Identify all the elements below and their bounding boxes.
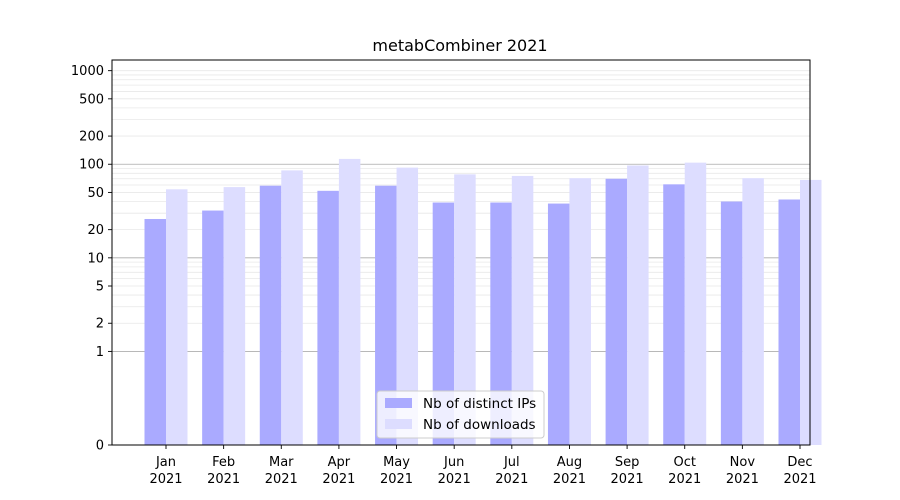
bar-downloads bbox=[454, 174, 476, 445]
legend-label-downloads: Nb of downloads bbox=[423, 417, 536, 433]
x-tick-label: Mar 2021 bbox=[265, 455, 298, 487]
bar-downloads bbox=[338, 158, 361, 446]
legend-label-ips: Nb of distinct IPs bbox=[423, 396, 536, 412]
bar-distinct-ips bbox=[317, 190, 339, 445]
y-tick-label: 1000 bbox=[71, 64, 104, 79]
y-tick-label: 100 bbox=[79, 158, 104, 173]
bar-distinct-ips bbox=[663, 184, 685, 445]
x-tick-label: Jan 2021 bbox=[149, 455, 182, 487]
bar-downloads bbox=[569, 178, 591, 445]
y-tick-label: 5 bbox=[96, 280, 104, 295]
y-axis: 0 1 2 5 10 20 50 100 200 500 1000 bbox=[71, 64, 112, 454]
legend-box bbox=[376, 390, 545, 439]
plot-frame bbox=[111, 59, 811, 446]
x-tick-label: Oct 2021 bbox=[668, 455, 701, 487]
x-tick-label: Dec 2021 bbox=[783, 455, 816, 487]
x-tick-label: Sep 2021 bbox=[611, 455, 644, 487]
bars-layer bbox=[144, 158, 822, 446]
y-tick-label: 2 bbox=[96, 317, 104, 332]
y-tick-label: 20 bbox=[87, 223, 104, 238]
bar-downloads bbox=[166, 189, 188, 445]
x-tick-label: Feb 2021 bbox=[207, 455, 240, 487]
y-tick-label: 50 bbox=[87, 186, 104, 201]
bar-downloads bbox=[800, 179, 822, 445]
bar-downloads bbox=[684, 162, 707, 445]
bar-distinct-ips bbox=[432, 202, 455, 445]
y-tick-label: 200 bbox=[79, 130, 104, 145]
y-tick-label: 0 bbox=[96, 439, 104, 454]
bar-downloads bbox=[396, 167, 419, 445]
x-tick-label: Jun 2021 bbox=[438, 455, 471, 487]
bar-distinct-ips bbox=[202, 210, 224, 445]
bar-distinct-ips bbox=[778, 199, 800, 445]
x-axis: Jan 2021 Feb 2021 Mar 2021 Apr 2021 May 2021 Jun 20… bbox=[149, 445, 817, 487]
bar-downloads bbox=[223, 187, 246, 445]
chart-title: metabCombiner 2021 bbox=[372, 36, 547, 55]
bar-downloads bbox=[281, 170, 303, 445]
x-tick-label: Apr 2021 bbox=[322, 455, 355, 487]
bar-distinct-ips bbox=[490, 202, 512, 445]
bar-distinct-ips bbox=[720, 201, 743, 445]
x-tick-label: Nov 2021 bbox=[726, 455, 759, 487]
bar-downloads bbox=[742, 178, 764, 445]
bar-distinct-ips bbox=[259, 185, 282, 446]
bar-distinct-ips bbox=[144, 218, 166, 445]
bar-downloads bbox=[511, 175, 534, 445]
x-tick-label: Jul 2021 bbox=[495, 455, 528, 487]
legend-swatch-ips bbox=[385, 398, 412, 408]
bar-downloads bbox=[627, 165, 649, 446]
y-tick-label: 10 bbox=[87, 251, 104, 266]
x-tick-label: Aug 2021 bbox=[553, 455, 586, 487]
bar-distinct-ips bbox=[375, 185, 397, 446]
legend-swatch-downloads bbox=[385, 419, 412, 429]
y-tick-label: 500 bbox=[79, 92, 104, 107]
bar-distinct-ips bbox=[547, 203, 570, 445]
y-tick-label: 1 bbox=[96, 345, 104, 360]
x-tick-label: May 2021 bbox=[380, 455, 413, 487]
legend: Nb of distinct IPs Nb of downloads bbox=[376, 390, 545, 439]
bar-distinct-ips bbox=[605, 178, 628, 446]
